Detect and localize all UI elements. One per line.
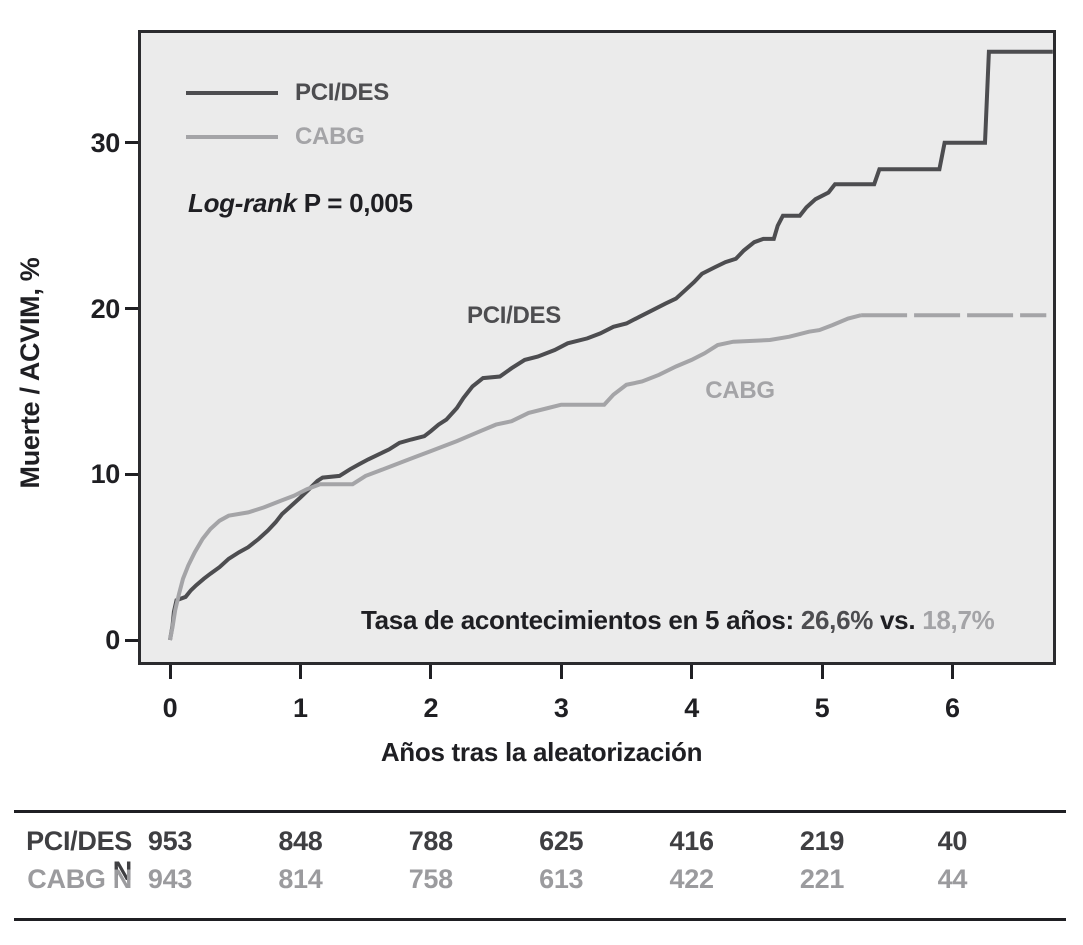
plot-inner: PCI/DES CABG Log-rank P = 0,005 PCI/DES … xyxy=(141,33,1053,662)
logrank-stat: P = 0,005 xyxy=(303,188,413,218)
x-tick-mark xyxy=(559,665,563,679)
risk-count: 416 xyxy=(669,826,714,856)
risk-table-top-rule xyxy=(14,810,1066,813)
risk-count: 814 xyxy=(278,864,323,894)
x-tick-mark xyxy=(298,665,302,679)
annotation-rate-pcides: 26,6% xyxy=(800,605,874,635)
legend-label: CABG xyxy=(295,123,365,150)
logrank-text: Log-rank P = 0,005 xyxy=(188,188,413,218)
curve-pcides xyxy=(168,49,1053,641)
risk-count: 848 xyxy=(278,826,323,856)
x-tick-label: 4 xyxy=(684,693,699,723)
x-tick-mark xyxy=(429,665,433,679)
annotation-text: Tasa de acontecimientos en 5 años: xyxy=(361,605,794,635)
annotation-vs: vs. xyxy=(880,605,916,635)
pcides-line-swatch xyxy=(186,91,278,95)
curve-label-cabg: CABG xyxy=(705,377,775,404)
curve-label-pcides: PCI/DES xyxy=(467,302,561,329)
event-rate-annotation: Tasa de acontecimientos en 5 años: 26,6%… xyxy=(361,605,995,636)
y-tick-label: 30 xyxy=(90,127,121,158)
risk-table-bottom-rule xyxy=(14,918,1066,921)
x-axis-title: Años tras la aleatorización xyxy=(380,737,703,767)
x-tick-label: 1 xyxy=(293,693,308,723)
y-axis-title: Muerte / ACVIM, % xyxy=(15,257,45,489)
y-tick-label: 20 xyxy=(90,293,121,324)
plot-area: PCI/DES CABG Log-rank P = 0,005 PCI/DES … xyxy=(138,30,1056,665)
x-tick-label: 5 xyxy=(814,693,830,723)
logrank-prefix: Log-rank xyxy=(188,188,297,218)
risk-count: 788 xyxy=(408,826,453,856)
risk-count: 613 xyxy=(539,864,584,894)
curve-cabg xyxy=(168,313,862,641)
risk-row-label-pcides: PCI/DES N xyxy=(26,826,132,886)
risk-count: 422 xyxy=(669,864,714,894)
legend-label: PCI/DES xyxy=(295,79,389,106)
risk-count: 219 xyxy=(799,826,845,856)
risk-count: 44 xyxy=(937,864,968,894)
y-tick-label: 0 xyxy=(105,625,120,655)
cabg-line-swatch xyxy=(186,135,278,139)
annotation-rate-cabg: 18,7% xyxy=(922,605,995,635)
x-tick-mark xyxy=(168,665,172,679)
risk-count: 40 xyxy=(937,826,968,856)
x-tick-mark xyxy=(820,665,824,679)
risk-count: 758 xyxy=(408,864,453,894)
risk-count: 953 xyxy=(147,826,193,856)
x-tick-label: 3 xyxy=(553,693,569,723)
risk-count: 943 xyxy=(147,864,193,894)
legend-item-cabg: CABG xyxy=(186,115,389,159)
risk-row-label-cabg: CABG N xyxy=(27,864,132,894)
y-tick-mark xyxy=(125,141,138,145)
y-tick-mark xyxy=(125,307,138,311)
x-tick-mark xyxy=(690,665,694,679)
x-tick-label: 2 xyxy=(423,693,439,723)
y-tick-mark xyxy=(125,638,138,642)
x-tick-mark xyxy=(950,665,954,679)
km-curves xyxy=(168,49,1053,641)
risk-count: 625 xyxy=(539,826,584,856)
y-tick-mark xyxy=(125,472,138,476)
legend: PCI/DES CABG xyxy=(186,71,389,159)
y-tick-label: 10 xyxy=(90,459,121,490)
x-tick-label: 6 xyxy=(945,693,960,723)
risk-count: 221 xyxy=(799,864,845,894)
legend-item-pcides: PCI/DES xyxy=(186,71,389,115)
x-tick-label: 0 xyxy=(162,693,178,723)
